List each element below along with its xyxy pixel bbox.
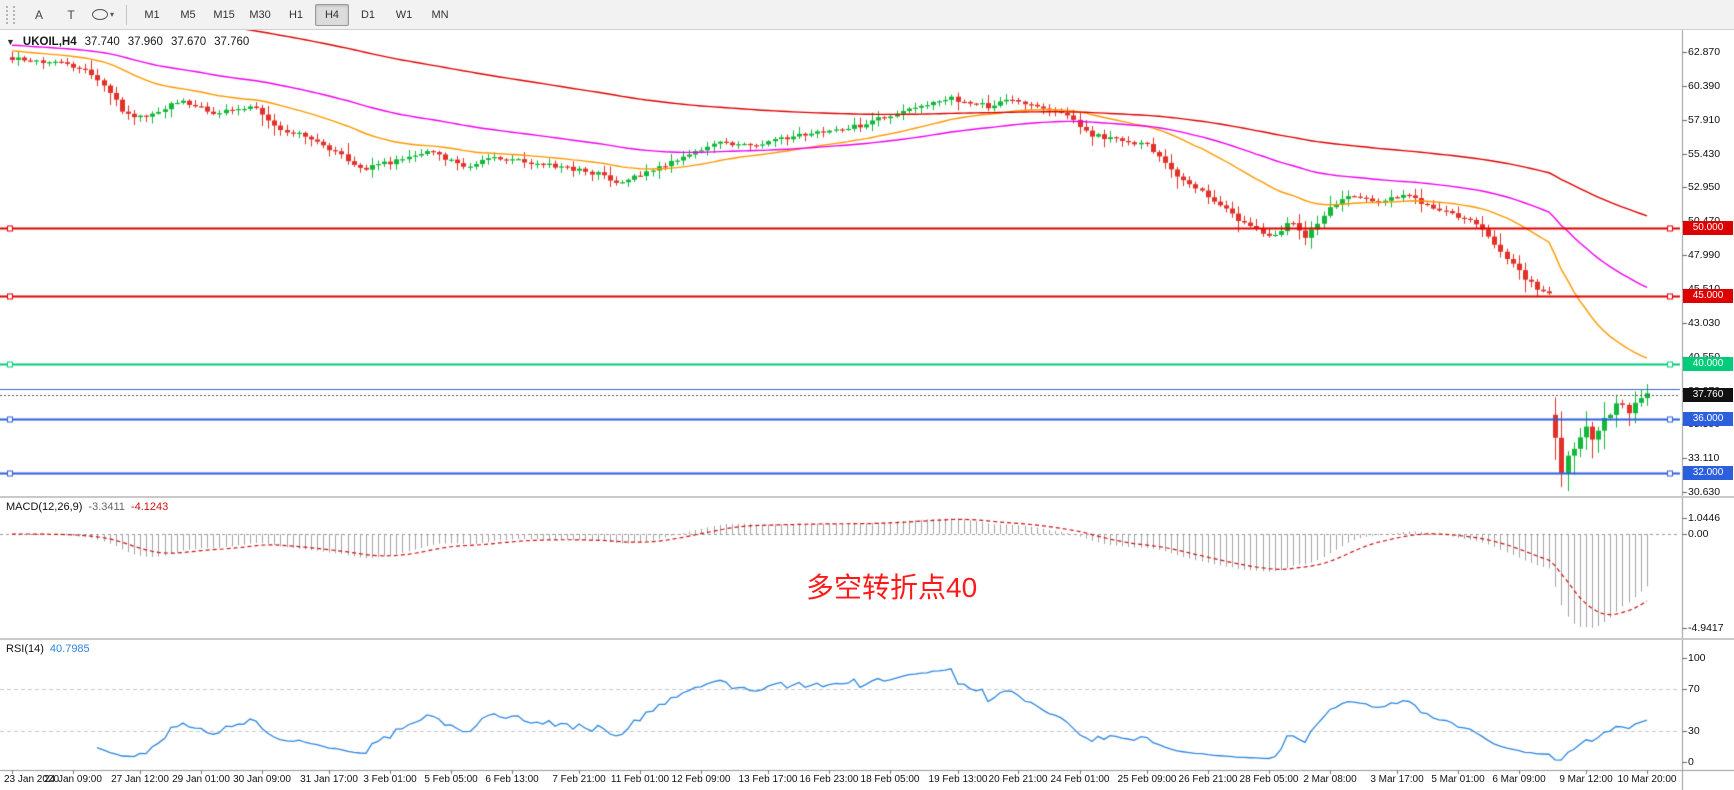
toolbar-separator (126, 4, 128, 25)
price-line-badge: 50.000 (1683, 221, 1733, 235)
price-axis-label: 55.430 (1688, 147, 1721, 160)
panel-splitter[interactable] (0, 496, 1734, 498)
price-axis-label: 62.870 (1688, 46, 1721, 58)
timeframe-w1-button[interactable]: W1 (395, 8, 413, 21)
time-axis-label: 12 Feb 09:00 (671, 774, 731, 785)
rsi-axis-label: 30 (1688, 725, 1700, 737)
time-axis-label: 24 Feb 01:00 (1050, 774, 1110, 785)
open-value: 37.740 (84, 36, 120, 48)
time-axis-label: 30 Jan 09:00 (233, 774, 291, 785)
rsi-axis-label: 70 (1688, 683, 1700, 695)
time-axis-label: 13 Feb 17:00 (738, 774, 798, 785)
time-axis-label: 18 Feb 05:00 (860, 774, 920, 785)
macd-signal-value: -4.1243 (130, 501, 169, 513)
price-line-badge: 36.000 (1683, 412, 1733, 426)
macd-name: MACD(12,26,9) (6, 501, 83, 513)
time-axis-label: 5 Feb 05:00 (424, 774, 478, 785)
price-axis-label: 47.990 (1688, 249, 1721, 262)
macd-axis-label: 1.0446 (1688, 512, 1721, 524)
timeframe-m5-button[interactable]: M5 (180, 8, 196, 21)
time-axis-label: 7 Feb 21:00 (552, 774, 606, 785)
time-axis-label: 3 Feb 01:00 (363, 774, 417, 785)
time-axis-label: 9 Mar 12:00 (1559, 774, 1613, 785)
high-value: 37.960 (127, 36, 163, 48)
low-value: 37.670 (170, 36, 207, 48)
price-axis-label: 43.030 (1688, 316, 1721, 329)
symbol-label: UKOIL,H4 (22, 36, 77, 48)
timeframe-h4-button[interactable]: H4 (315, 3, 350, 26)
price-axis-label: 52.950 (1688, 181, 1721, 194)
price-line-badge: 32.000 (1683, 466, 1733, 480)
shapes-tool-button[interactable]: ▾ (88, 3, 118, 27)
macd-axis-label: -4.9417 (1688, 622, 1724, 634)
time-axis-label: 26 Feb 21:00 (1178, 774, 1238, 785)
macd-axis-label: 0.00 (1688, 528, 1709, 540)
close-value: 37.760 (214, 36, 250, 48)
current-price-badge: 37.760 (1683, 388, 1733, 402)
timeframe-mn-button[interactable]: MN (431, 8, 449, 21)
price-axis-label: 57.910 (1688, 113, 1721, 126)
time-axis-label: 23 Jan 2020 (4, 774, 60, 785)
caret-down-icon: ▾ (110, 10, 115, 19)
timeframe-m15-button[interactable]: M15 (213, 8, 235, 21)
price-line-badge: 40.000 (1683, 357, 1733, 371)
text-tool-button[interactable]: T (67, 7, 75, 22)
time-axis-label: 20 Feb 21:00 (988, 774, 1048, 785)
time-axis-label: 3 Mar 17:00 (1370, 774, 1424, 785)
one-click-trading-arrow[interactable]: ▼ (6, 37, 15, 47)
rsi-value: 40.7985 (49, 643, 90, 655)
price-axis-label: 30.630 (1688, 486, 1721, 499)
time-axis-label: 10 Mar 20:00 (1617, 774, 1677, 785)
macd-main-value: -3.3411 (88, 501, 125, 513)
toolbar-grip[interactable] (6, 5, 15, 24)
price-axis-label: 60.390 (1688, 79, 1721, 92)
time-axis-label: 11 Feb 01:00 (610, 774, 670, 785)
chart-annotation-text[interactable]: 多空转折点40 (806, 572, 978, 603)
time-axis-label: 6 Feb 13:00 (485, 774, 539, 785)
timeframe-h1-button[interactable]: H1 (288, 8, 304, 21)
timeframe-m1-button[interactable]: M1 (144, 8, 160, 21)
time-axis-label: 29 Jan 01:00 (172, 774, 230, 785)
timeframe-d1-button[interactable]: D1 (360, 8, 376, 21)
time-axis-label: 24 Jan 09:00 (44, 774, 102, 785)
time-axis-label: 16 Feb 23:00 (799, 774, 859, 785)
price-line-badge: 45.000 (1683, 289, 1733, 303)
time-axis-label: 5 Mar 01:00 (1431, 774, 1485, 785)
rsi-name: RSI(14) (6, 643, 44, 655)
timeframe-button-group: M1 M5 M15 M30 H1 H4 D1 W1 MN (134, 3, 458, 26)
macd-indicator-label: MACD(12,26,9) -3.3411 -4.1243 (6, 501, 174, 513)
price-axis-label: 33.110 (1688, 452, 1720, 465)
rsi-axis-label: 0 (1688, 756, 1694, 768)
ellipse-shape-icon (92, 9, 108, 20)
time-axis-label: 31 Jan 17:00 (300, 774, 358, 785)
arrow-label-tool-button[interactable]: A (34, 7, 43, 22)
time-axis-label: 2 Mar 08:00 (1303, 774, 1357, 785)
timeframe-m30-button[interactable]: M30 (249, 8, 271, 21)
time-axis-label: 6 Mar 09:00 (1492, 774, 1546, 785)
panel-splitter[interactable] (0, 638, 1734, 640)
time-axis-label: 27 Jan 12:00 (111, 774, 169, 785)
time-axis-label: 25 Feb 09:00 (1117, 774, 1177, 785)
rsi-indicator-label: RSI(14) 40.7985 (6, 643, 96, 655)
chart-title: ▼ UKOIL,H4 37.740 37.960 37.670 37.760 (6, 36, 249, 48)
rsi-axis-label: 100 (1688, 652, 1706, 664)
time-axis-label: 19 Feb 13:00 (928, 774, 988, 785)
time-axis-label: 28 Feb 05:00 (1239, 774, 1299, 785)
